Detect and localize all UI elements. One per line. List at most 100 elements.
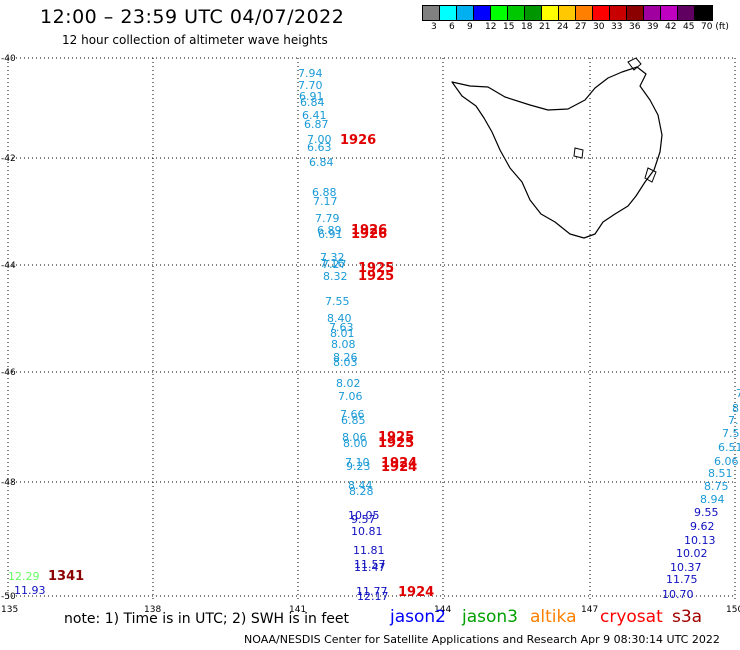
wave-height-label: 8.51 bbox=[708, 467, 733, 480]
color-scale-label: 18 bbox=[521, 22, 533, 32]
color-swatch-6 bbox=[525, 6, 542, 20]
footnote: note: 1) Time is in UTC; 2) SWH is in fe… bbox=[64, 611, 350, 627]
color-swatch-1 bbox=[440, 6, 457, 20]
wave-height-label: 11.75 bbox=[666, 573, 698, 586]
color-scale-label: 9 bbox=[467, 22, 473, 32]
latitude-label: -44 bbox=[1, 261, 16, 271]
color-swatch-2 bbox=[457, 6, 474, 20]
longitude-label: 138 bbox=[144, 605, 161, 615]
wave-height-label: 10.05 bbox=[348, 509, 380, 522]
pass-time-label: 1926 bbox=[351, 223, 387, 238]
wave-height-label: 12.29 bbox=[8, 570, 40, 583]
color-scale-label: 27 bbox=[575, 22, 587, 32]
color-swatch-12 bbox=[627, 6, 644, 20]
wave-height-label: 10.02 bbox=[676, 547, 708, 560]
color-swatch-14 bbox=[661, 6, 678, 20]
wave-height-label: 8.44 bbox=[348, 479, 373, 492]
latitude-label: -40 bbox=[1, 54, 16, 64]
wave-height-label: 7.70 bbox=[298, 79, 323, 92]
wave-height-label: 7.94 bbox=[298, 67, 323, 80]
color-scale-label: 12 bbox=[485, 22, 497, 32]
inlet bbox=[573, 147, 584, 159]
wave-height-label: 8.94 bbox=[700, 493, 725, 506]
wave-height-label: 7. bbox=[728, 414, 739, 427]
wave-height-label: 11.93 bbox=[14, 584, 46, 597]
satellite-jason2: jason2 bbox=[390, 607, 446, 627]
color-swatch-10 bbox=[593, 6, 610, 20]
color-swatch-3 bbox=[474, 6, 491, 20]
wave-height-label: 7.27 bbox=[322, 258, 347, 271]
latitude-label: -50 bbox=[1, 592, 16, 602]
color-scale-label: 39 bbox=[647, 22, 659, 32]
color-scale-label: 24 bbox=[557, 22, 569, 32]
wave-height-label: 6.88 bbox=[312, 186, 337, 199]
wave-height-label: 8.28 bbox=[349, 485, 374, 498]
wave-height-label: 7.5 bbox=[722, 427, 740, 440]
wave-height-label: 9.55 bbox=[694, 506, 719, 519]
wave-height-label: 7.55 bbox=[325, 295, 350, 308]
pass-time-label: 1924 bbox=[381, 460, 417, 475]
pass-time-label: 1924 bbox=[381, 456, 417, 471]
wave-height-label: 11.47 bbox=[354, 561, 386, 574]
color-swatch-8 bbox=[559, 6, 576, 20]
satellite-jason3: jason3 bbox=[462, 607, 518, 627]
wave-height-label: 6.84 bbox=[309, 156, 334, 169]
color-scale-label: 21 bbox=[539, 22, 551, 32]
color-swatch-7 bbox=[542, 6, 559, 20]
wave-height-label: 6.51 bbox=[718, 441, 740, 454]
wave-height-label: 8.02 bbox=[336, 377, 361, 390]
wave-height-label: 7.00 bbox=[307, 133, 332, 146]
color-swatch-4 bbox=[491, 6, 508, 20]
satellite-altika: altika bbox=[530, 607, 577, 627]
color-scale-label: 15 bbox=[503, 22, 515, 32]
color-swatch-16 bbox=[695, 6, 712, 20]
wave-height-label: 6.63 bbox=[307, 141, 332, 154]
wave-height-label: 8.03 bbox=[333, 356, 358, 369]
wave-height-label: 6.91 bbox=[299, 90, 324, 103]
color-scale-label: 45 bbox=[683, 22, 695, 32]
pass-time-label: 1925 bbox=[378, 436, 414, 451]
color-scale-label: 30 bbox=[593, 22, 605, 32]
satellite-s3a: s3a bbox=[672, 607, 703, 627]
wave-height-label: 8.26 bbox=[333, 351, 358, 364]
color-swatch-13 bbox=[644, 6, 661, 20]
color-scale-label: 70 (ft) bbox=[701, 22, 729, 32]
wave-height-label: 9.62 bbox=[690, 520, 715, 533]
wave-height-label: 8.00 bbox=[343, 437, 368, 450]
color-swatch-15 bbox=[678, 6, 695, 20]
wave-height-label: 10.13 bbox=[684, 534, 716, 547]
wave-height-label: 7.66 bbox=[340, 408, 365, 421]
wave-height-label: 8.32 bbox=[323, 270, 348, 283]
wave-height-label: 6.87 bbox=[304, 118, 329, 131]
pass-time-label: 1925 bbox=[378, 430, 414, 445]
wave-height-label: 6.06 bbox=[714, 455, 739, 468]
map-subtitle: 12 hour collection of altimeter wave hei… bbox=[62, 33, 328, 47]
wave-height-label: 6.41 bbox=[302, 109, 327, 122]
wave-height-label: 7.16 bbox=[320, 257, 345, 270]
credit-line: NOAA/NESDIS Center for Satellite Applica… bbox=[244, 633, 720, 646]
color-scale-label: 6 bbox=[449, 22, 455, 32]
wave-height-label: 10.81 bbox=[351, 525, 383, 538]
wave-height-label: 6.91 bbox=[318, 228, 343, 241]
wave-height-label: 8.75 bbox=[704, 480, 729, 493]
island-east bbox=[644, 167, 657, 183]
color-swatch-11 bbox=[610, 6, 627, 20]
longitude-label: 141 bbox=[289, 605, 306, 615]
longitude-label: 147 bbox=[581, 605, 598, 615]
longitude-label: 135 bbox=[1, 605, 18, 615]
longitude-label: 144 bbox=[434, 605, 451, 615]
wave-height-label: 7. bbox=[736, 387, 740, 400]
wave-height-label: 7.17 bbox=[313, 195, 338, 208]
longitude-label: 150 bbox=[726, 605, 740, 615]
pass-time-label: 1341 bbox=[48, 569, 84, 584]
wave-height-label: 9.57 bbox=[351, 513, 376, 526]
wave-height-label: 6.89 bbox=[317, 224, 342, 237]
color-scale-label: 3 bbox=[431, 22, 437, 32]
wave-height-label: 8. bbox=[732, 402, 740, 415]
pass-time-label: 1924 bbox=[398, 585, 434, 600]
wave-height-label: 7.32 bbox=[320, 251, 345, 264]
wave-height-label: 9.23 bbox=[346, 460, 371, 473]
wave-height-label: 11.77 bbox=[356, 585, 388, 598]
wave-height-label: 6.85 bbox=[341, 414, 366, 427]
